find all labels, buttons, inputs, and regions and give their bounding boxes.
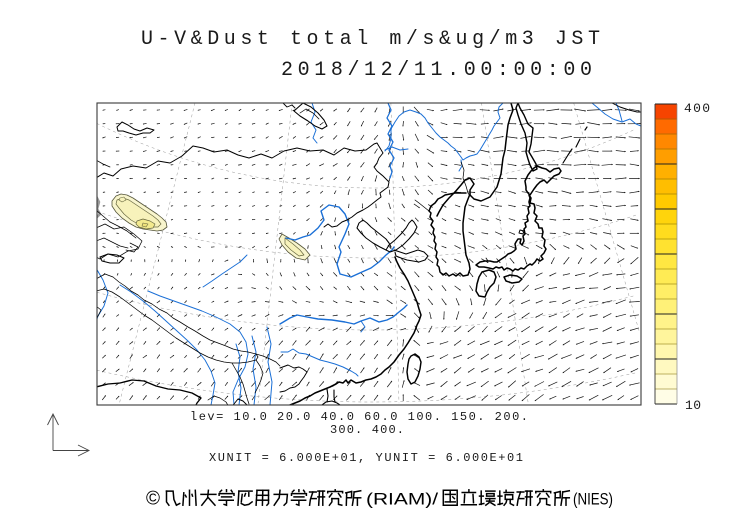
svg-text:©: © <box>146 489 160 510</box>
svg-text:(RIAM)/: (RIAM)/ <box>366 490 438 509</box>
svg-text:2018/12/11.00:00:00: 2018/12/11.00:00:00 <box>281 59 592 82</box>
svg-text:(NIES): (NIES) <box>573 490 613 509</box>
svg-text:XUNIT = 6.000E+01, YUNIT = 6.0: XUNIT = 6.000E+01, YUNIT = 6.000E+01 <box>209 451 523 465</box>
svg-text:300. 400.: 300. 400. <box>330 423 404 437</box>
svg-text:400: 400 <box>684 101 710 116</box>
svg-text:lev= 10.0 20.0 40.0 60.0 100.: lev= 10.0 20.0 40.0 60.0 100. 150. 200. <box>190 410 528 424</box>
svg-text:10: 10 <box>685 398 701 413</box>
